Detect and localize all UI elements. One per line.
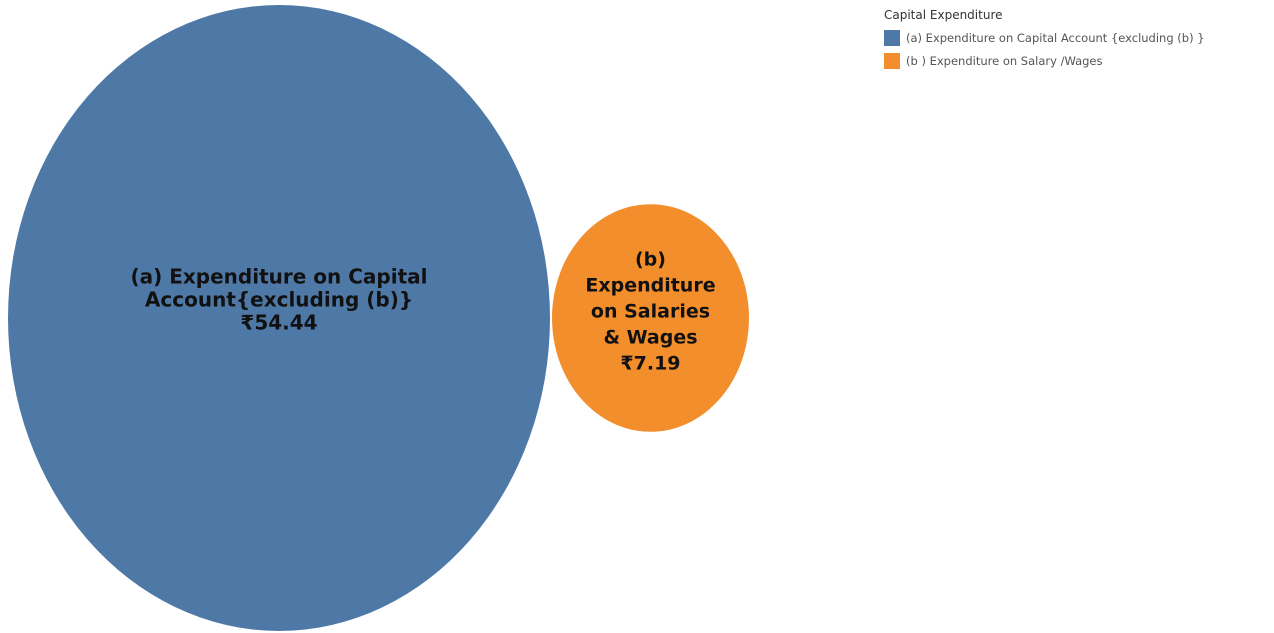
bubble-chart: (a) Expenditure on Capital Account{exclud… xyxy=(8,4,749,632)
legend-swatch-salary-wages xyxy=(884,53,900,69)
legend-item-capital-account[interactable]: (a) Expenditure on Capital Account {excl… xyxy=(884,28,1205,48)
legend-item-salary-wages[interactable]: (b ) Expenditure on Salary /Wages xyxy=(884,51,1205,71)
bubble-group-salary-wages: (b) Expenditure on Salaries & Wages ₹7.19 xyxy=(552,204,749,432)
legend-label-capital-account: (a) Expenditure on Capital Account {excl… xyxy=(906,31,1205,45)
legend-swatch-capital-account xyxy=(884,30,900,46)
bubble-label-salary-wages-line-1: Expenditure xyxy=(585,275,715,297)
legend: Capital Expenditure (a) Expenditure on C… xyxy=(884,8,1205,74)
bubble-group-capital-account: (a) Expenditure on CapitalAccount{exclud… xyxy=(8,4,550,632)
bubble-label-capital-account-line-1: Account{excluding (b)} xyxy=(145,288,413,312)
legend-label-salary-wages: (b ) Expenditure on Salary /Wages xyxy=(906,54,1103,68)
bubble-value-label-salary-wages: ₹7.19 xyxy=(620,353,680,375)
legend-title: Capital Expenditure xyxy=(884,8,1003,22)
bubble-label-capital-account-line-0: (a) Expenditure on Capital xyxy=(131,265,428,289)
bubble-chart-svg: (a) Expenditure on CapitalAccount{exclud… xyxy=(8,4,749,632)
bubble-salary-wages[interactable] xyxy=(552,204,749,432)
bubble-label-salary-wages-line-0: (b) xyxy=(635,249,666,271)
bubble-value-label-capital-account: ₹54.44 xyxy=(240,311,317,335)
bubble-capital-account[interactable] xyxy=(8,4,550,632)
bubble-label-salary-wages-line-2: on Salaries xyxy=(591,301,710,323)
bubble-label-salary-wages-line-3: & Wages xyxy=(603,327,697,349)
